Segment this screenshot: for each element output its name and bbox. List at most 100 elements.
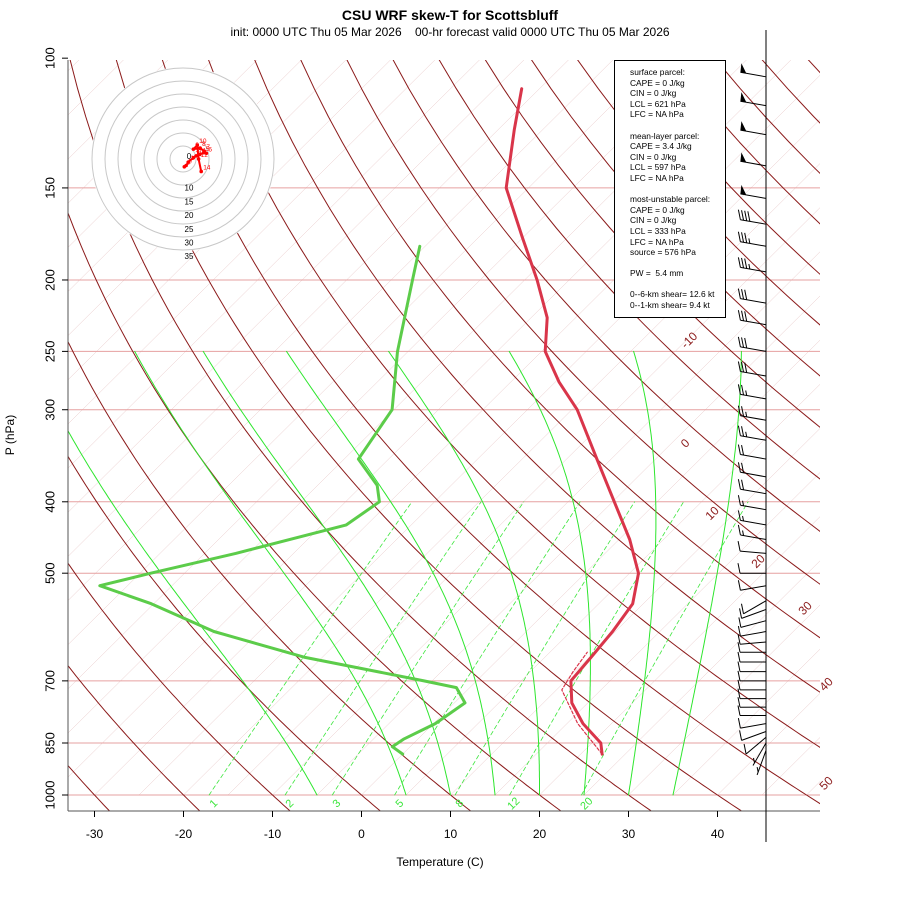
barb-shaft xyxy=(740,504,767,511)
minor-isotherm xyxy=(628,604,820,796)
wind-barb xyxy=(739,730,767,741)
hodograph-ring xyxy=(169,145,197,173)
precipitable-water-block: PW = 5.4 mm xyxy=(630,268,725,279)
mixing-ratio-label: 5 xyxy=(393,797,406,810)
barb-pennant xyxy=(740,63,747,74)
wind-barb xyxy=(740,121,767,136)
dry-adiabat xyxy=(115,60,742,811)
most-unstable-parcel-block: most-unstable parcel: CAPE = 0 J/kg CIN = … xyxy=(630,194,725,258)
dewpoint-line xyxy=(98,244,467,756)
barb-full xyxy=(740,603,744,614)
chart-title: CSU WRF skew-T for Scottsbluff xyxy=(341,7,559,23)
hodograph-ring-label: 25 xyxy=(185,225,194,234)
minor-isotherm xyxy=(494,472,820,796)
wind-barb xyxy=(737,425,767,441)
mean-layer-parcel-block: mean-layer parcel: CAPE = 3.4 J/kg CIN = 0… xyxy=(630,131,725,184)
barb-full xyxy=(737,524,741,536)
y-tick-label: 100 xyxy=(42,47,57,69)
y-tick-label: 500 xyxy=(42,562,57,584)
hodograph-ring xyxy=(130,106,236,212)
barb-full xyxy=(741,310,745,321)
dry-adiabat xyxy=(69,60,652,811)
minor-isotherm xyxy=(68,60,525,513)
wind-barb xyxy=(737,705,767,716)
dry-adiabat xyxy=(300,60,820,639)
moist-adiabat xyxy=(388,350,540,796)
minor-isotherm xyxy=(450,428,820,796)
hodograph-point xyxy=(186,160,190,164)
x-tick-label: -30 xyxy=(86,827,104,841)
hodograph-point xyxy=(191,147,196,151)
barb-half xyxy=(748,238,751,244)
mixing-ratio-line xyxy=(454,501,635,796)
minor-isotherm xyxy=(0,58,36,795)
barb-half xyxy=(742,500,745,506)
wind-barb xyxy=(737,405,767,421)
hodograph-ring-label: 20 xyxy=(185,211,194,220)
surface-parcel-block: surface parcel: CAPE = 0 J/kg CIN = 0 J/kg… xyxy=(630,67,725,120)
x-tick-label: -20 xyxy=(175,827,193,841)
barb-full xyxy=(737,580,741,591)
barb-shaft xyxy=(740,641,767,645)
mixing-ratio-label: 1 xyxy=(207,797,220,810)
hodograph-point-label: 6 xyxy=(208,146,212,153)
hodograph-ring xyxy=(143,119,223,199)
hodograph: 010152025303500123456789101214 xyxy=(91,67,275,261)
minor-isotherm xyxy=(672,648,820,796)
surface-row: LFC = NA hPa xyxy=(630,109,684,120)
wind-barb xyxy=(737,336,767,352)
most_unstable-row: LCL = 333 hPa xyxy=(630,225,686,236)
mixing-ratio-label: 3 xyxy=(330,797,343,810)
barb-shaft xyxy=(740,620,767,628)
wind-barb xyxy=(737,718,767,729)
y-tick-label: 1000 xyxy=(42,781,57,810)
x-tick-label: 20 xyxy=(533,827,547,841)
dry-adiabat xyxy=(68,340,471,811)
hodograph-point-label: 12 xyxy=(201,152,209,159)
wind-barb xyxy=(740,152,767,167)
barb-shaft xyxy=(741,608,767,619)
barb-full xyxy=(737,705,741,716)
barb-full xyxy=(737,670,741,681)
hodograph-ring xyxy=(117,93,249,225)
dry-adiabat xyxy=(68,664,200,811)
barb-half xyxy=(745,411,748,417)
mixing-ratio-label: 20 xyxy=(578,795,595,812)
barb-full xyxy=(737,661,741,672)
moist-adiabat xyxy=(628,350,657,796)
temperature-line xyxy=(504,87,640,756)
barb-half xyxy=(742,530,745,536)
barb-full xyxy=(744,337,748,349)
hodograph-point-label: 7 xyxy=(206,144,210,151)
barb-shaft xyxy=(740,219,767,225)
barb-full xyxy=(737,361,741,372)
barb-full xyxy=(737,541,741,552)
barb-full xyxy=(744,258,748,269)
x-tick-label: 0 xyxy=(358,827,365,841)
barb-shaft xyxy=(740,550,767,554)
y-tick-label: 150 xyxy=(42,177,57,199)
barb-half xyxy=(742,515,745,522)
wind-barb xyxy=(737,231,767,247)
barb-full xyxy=(741,444,745,456)
barb-full xyxy=(741,426,745,437)
wind-barb xyxy=(740,92,767,107)
dry-adiabat xyxy=(853,58,900,810)
moist-adiabat xyxy=(508,350,591,796)
wind-barb xyxy=(737,625,767,637)
moist-adiabat xyxy=(134,350,407,796)
parcel-info-box: surface parcel: CAPE = 0 J/kg CIN = 0 J/kg… xyxy=(614,60,726,318)
hodograph-ring xyxy=(91,67,275,251)
most_unstable-row: CAPE = 0 J/kg xyxy=(630,204,685,215)
hodograph-ring-label: 10 xyxy=(185,184,194,193)
most_unstable-row: source = 576 hPa xyxy=(630,247,696,258)
mixing-ratio-line xyxy=(284,501,482,796)
isotherm-label: -10 xyxy=(678,329,700,351)
barb-full xyxy=(741,479,745,490)
y-tick-label: 700 xyxy=(42,670,57,692)
barb-shaft xyxy=(741,731,767,741)
minor-isotherm xyxy=(68,60,80,72)
wind-barb xyxy=(737,651,767,663)
hodograph-point-label: 8 xyxy=(202,141,206,148)
mean_layer-row: LCL = 597 hPa xyxy=(630,162,686,173)
